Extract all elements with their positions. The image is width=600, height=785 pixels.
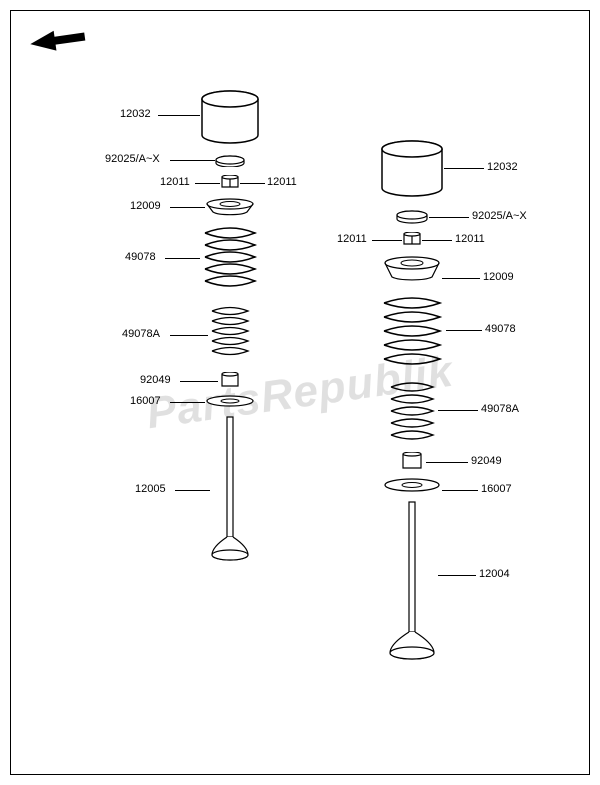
part-tappet-left (200, 90, 260, 145)
part-retainer-left (205, 198, 255, 216)
diagram-frame (10, 10, 590, 775)
label-collet-right-r: 12011 (455, 233, 485, 245)
part-seal-left (218, 372, 242, 390)
part-collet-right (402, 232, 422, 248)
label-collet-right-l: 12011 (337, 233, 367, 245)
part-spring-inner-right (386, 380, 438, 445)
label-spring-outer-right: 49078 (485, 323, 516, 335)
label-seat-right: 16007 (481, 483, 512, 495)
label-spring-outer-left: 49078 (125, 251, 156, 263)
label-shim-left: 92025/A~X (105, 153, 160, 165)
label-shim-right: 92025/A~X (472, 210, 527, 222)
label-valve-intake: 12004 (479, 568, 510, 580)
label-spring-inner-left: 49078A (122, 328, 160, 340)
part-retainer-right (382, 255, 442, 283)
label-collet-left-l: 12011 (160, 176, 190, 188)
label-collet-left-r: 12011 (267, 176, 297, 188)
label-seal-right: 92049 (471, 455, 502, 467)
label-retainer-left: 12009 (130, 200, 161, 212)
part-spring-inner-left (208, 305, 252, 365)
part-spring-outer-right (378, 295, 446, 370)
part-seat-left (205, 395, 255, 409)
label-tappet-left: 12032 (120, 108, 151, 120)
part-tappet-right (380, 140, 444, 198)
part-shim-right (395, 210, 429, 224)
part-shim-left (215, 155, 245, 167)
label-seat-left: 16007 (130, 395, 161, 407)
part-seal-right (398, 452, 426, 472)
label-tappet-right: 12032 (487, 161, 518, 173)
part-spring-outer-left (200, 225, 260, 295)
label-valve-exhaust: 12005 (135, 483, 166, 495)
part-seat-right (382, 478, 442, 496)
part-collet-left (220, 175, 240, 191)
part-valve-intake (386, 500, 438, 665)
label-spring-inner-right: 49078A (481, 403, 519, 415)
part-valve-exhaust (208, 415, 252, 565)
label-retainer-right: 12009 (483, 271, 514, 283)
label-seal-left: 92049 (140, 374, 171, 386)
arrow-icon (30, 30, 90, 70)
